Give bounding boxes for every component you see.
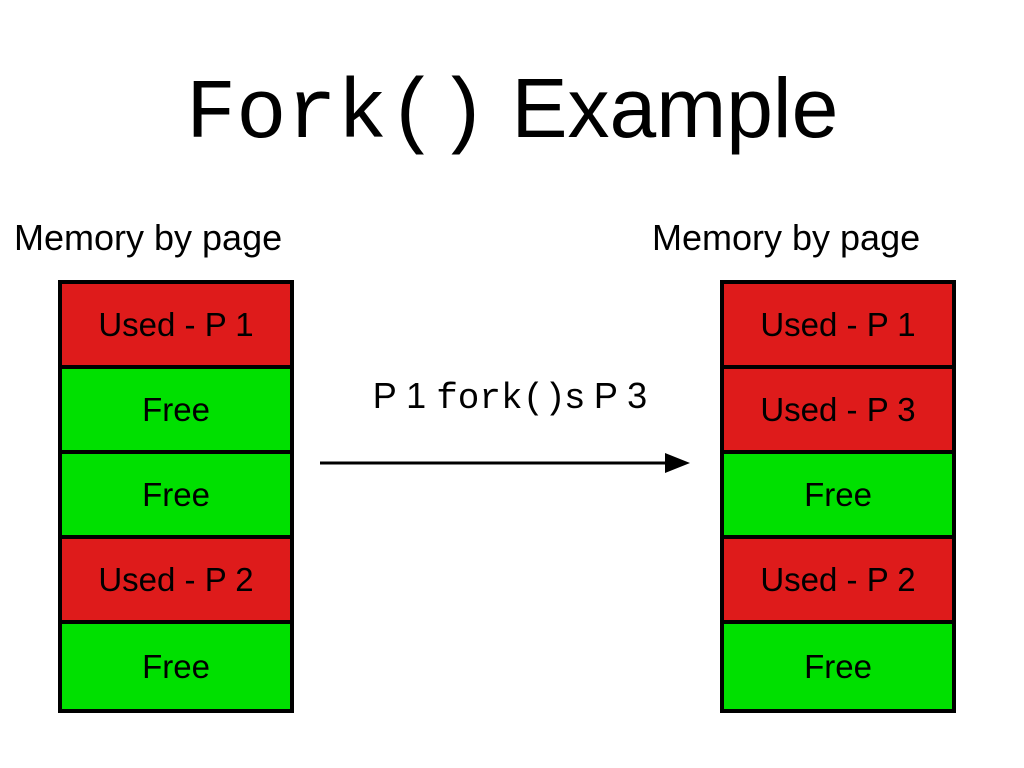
table-row: Free	[724, 624, 952, 709]
table-row: Used - P 3	[724, 369, 952, 454]
cell-label: Free	[804, 476, 872, 514]
left-memory-table: Used - P 1 Free Free Used - P 2 Free	[58, 280, 294, 713]
cell-label: Free	[142, 391, 210, 429]
fork-pre: P 1	[373, 375, 436, 416]
table-row: Used - P 1	[724, 284, 952, 369]
fork-code: fork()	[436, 378, 566, 419]
table-row: Free	[62, 369, 290, 454]
title-text-part: Example	[488, 61, 838, 155]
fork-label: P 1 fork()s P 3	[373, 375, 647, 419]
cell-label: Used - P 3	[760, 391, 915, 429]
table-row: Used - P 1	[62, 284, 290, 369]
cell-label: Free	[804, 648, 872, 686]
left-column-label: Memory by page	[14, 217, 282, 259]
table-row: Free	[62, 624, 290, 709]
cell-label: Free	[142, 476, 210, 514]
right-column-label: Memory by page	[652, 217, 920, 259]
fork-transition: P 1 fork()s P 3	[330, 375, 690, 482]
page-title: Fork() Example	[0, 60, 1024, 163]
right-memory-table: Used - P 1 Used - P 3 Free Used - P 2 Fr…	[720, 280, 956, 713]
cell-label: Free	[142, 648, 210, 686]
table-row: Free	[724, 454, 952, 539]
cell-label: Used - P 1	[760, 306, 915, 344]
cell-label: Used - P 2	[760, 561, 915, 599]
table-row: Used - P 2	[62, 539, 290, 624]
table-row: Used - P 2	[724, 539, 952, 624]
cell-label: Used - P 1	[98, 306, 253, 344]
fork-post: s P 3	[566, 375, 647, 416]
title-code-part: Fork()	[186, 68, 488, 163]
table-row: Free	[62, 454, 290, 539]
arrow-icon	[320, 449, 690, 482]
cell-label: Used - P 2	[98, 561, 253, 599]
